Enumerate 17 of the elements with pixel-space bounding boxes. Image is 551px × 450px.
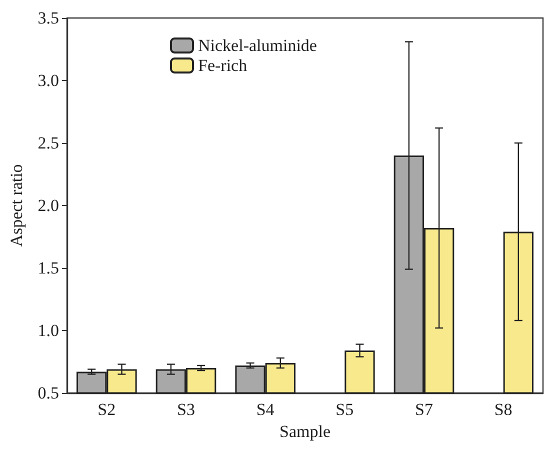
y-tick-label: 2.0 bbox=[38, 196, 59, 215]
y-tick-label: 2.5 bbox=[38, 134, 59, 152]
legend-label: Fe-rich bbox=[198, 56, 248, 75]
y-tick-label: 1.0 bbox=[38, 321, 59, 340]
x-tick-label: S8 bbox=[494, 400, 512, 419]
y-tick-label: 3.0 bbox=[38, 71, 59, 90]
y-tick-label: 0.5 bbox=[38, 384, 59, 402]
x-tick-label: S2 bbox=[98, 400, 116, 419]
x-axis-title: Sample bbox=[280, 422, 330, 441]
x-tick-label: S3 bbox=[177, 400, 195, 419]
x-tick-label: S5 bbox=[336, 400, 354, 419]
x-tick-label: S4 bbox=[256, 400, 275, 419]
y-tick-label: 1.5 bbox=[38, 258, 59, 278]
y-tick-label: 3.5 bbox=[38, 8, 59, 28]
legend-label: Nickel-aluminide bbox=[198, 36, 317, 55]
y-axis-title: Aspect ratio bbox=[7, 164, 26, 247]
x-tick-label: S7 bbox=[415, 400, 434, 419]
